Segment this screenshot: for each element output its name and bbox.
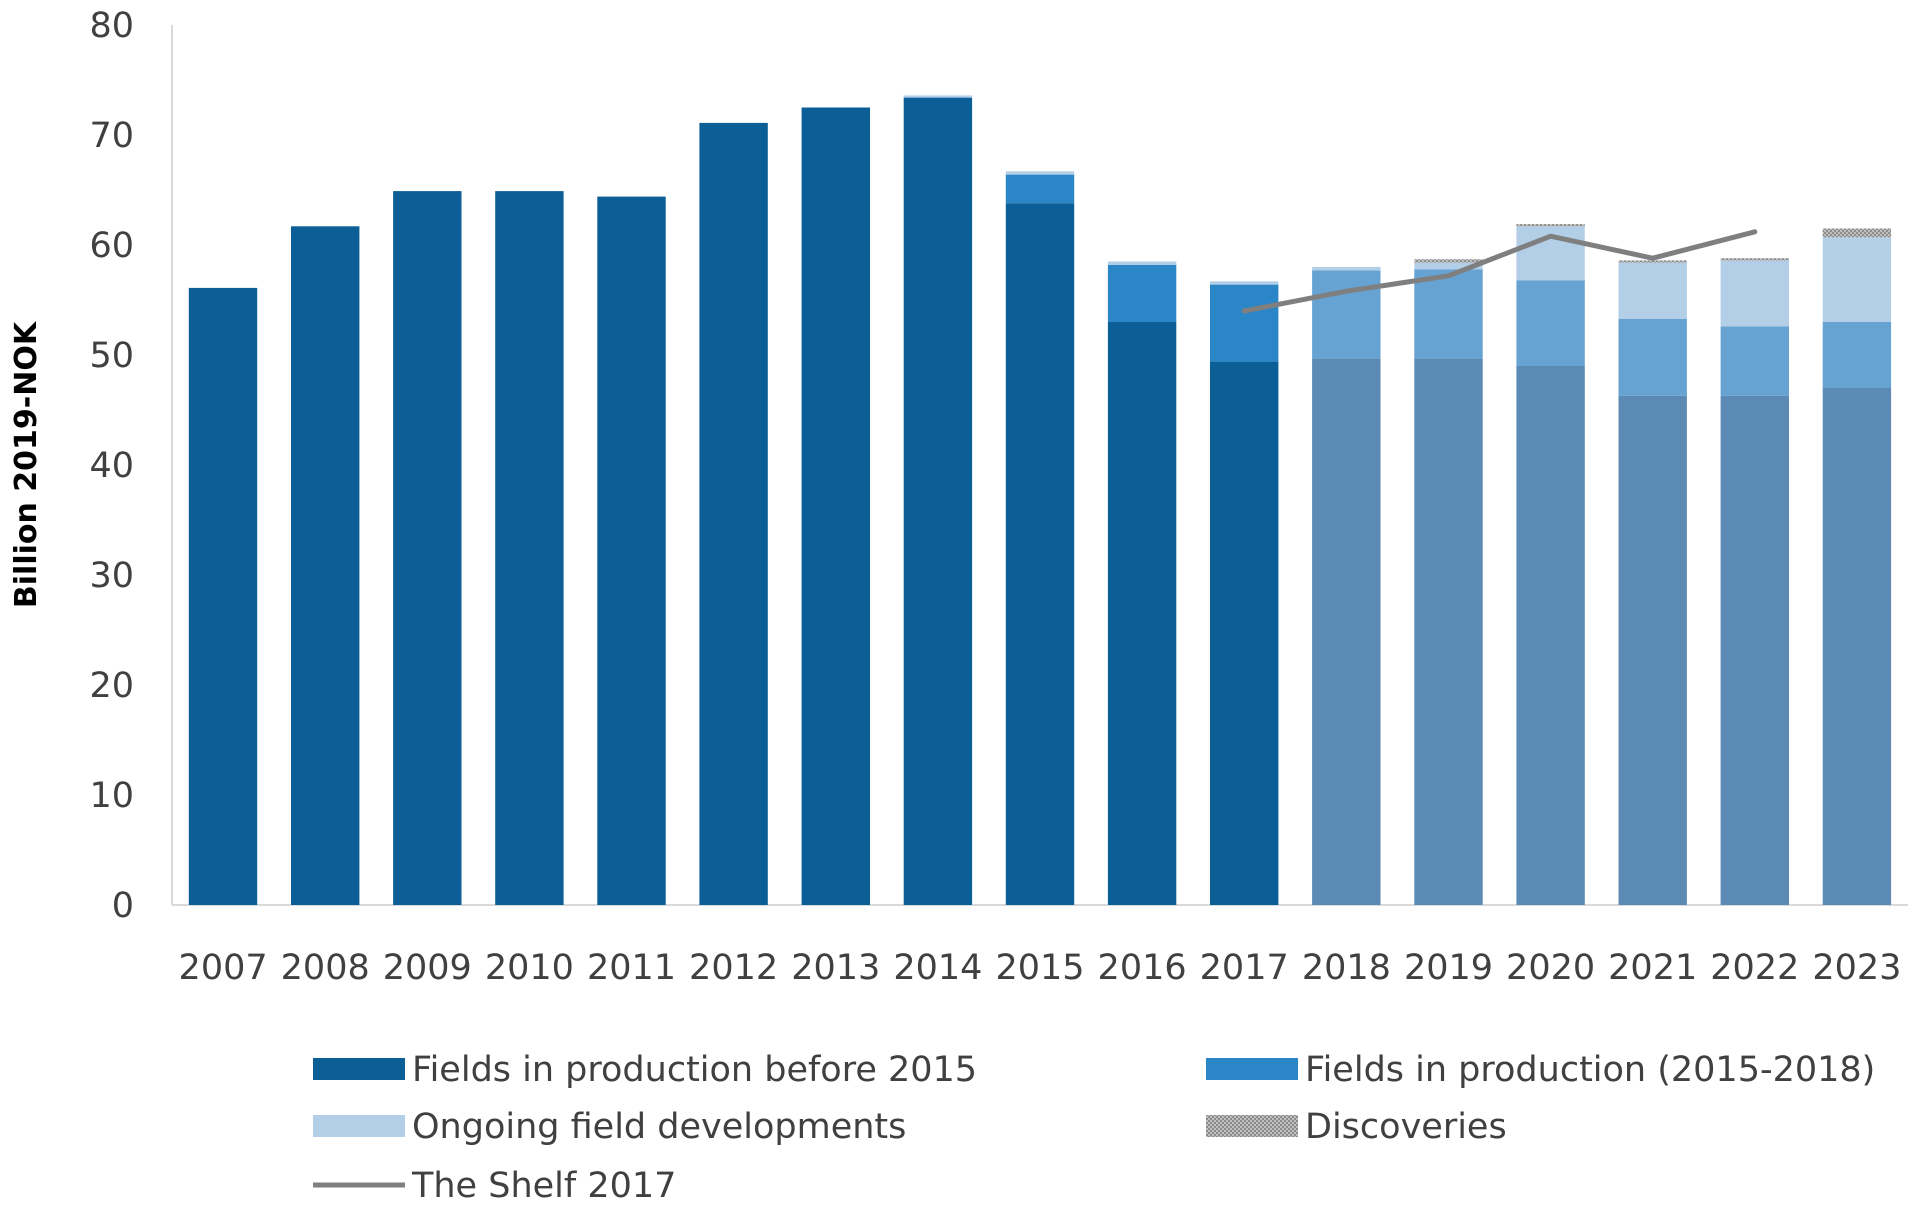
bar-segment xyxy=(1618,395,1687,905)
bar-segment xyxy=(1516,366,1585,905)
legend-item-discoveries: Discoveries xyxy=(1206,1107,1507,1147)
x-tick-label: 2018 xyxy=(1302,948,1391,988)
x-tick-label: 2008 xyxy=(281,948,370,988)
bar-segment xyxy=(291,226,360,906)
bar-segment xyxy=(1822,388,1892,905)
bar-segment xyxy=(1107,261,1177,265)
bar-segment xyxy=(1210,284,1279,362)
bar-segment xyxy=(1516,280,1585,366)
bar-segment xyxy=(1720,395,1789,905)
x-tick-label: 2016 xyxy=(1098,948,1187,988)
bar-segment xyxy=(1720,326,1789,396)
y-tick-label: 20 xyxy=(89,666,134,706)
legend-item-fields-before-2015: Fields in production before 2015 xyxy=(313,1050,977,1090)
y-tick-label: 50 xyxy=(89,336,134,376)
legend: Fields in production before 2015 Fields i… xyxy=(313,1050,1875,1206)
x-tick-label: 2019 xyxy=(1404,948,1493,988)
x-tick-label: 2009 xyxy=(383,948,472,988)
y-tick-label: 0 xyxy=(112,886,134,926)
line-layer xyxy=(1241,229,1758,314)
legend-label: Ongoing field developments xyxy=(412,1107,906,1147)
bar-segment xyxy=(1312,270,1381,359)
bar-segment xyxy=(1005,174,1075,204)
bar-segment xyxy=(1005,171,1075,175)
bar-segment xyxy=(188,287,258,905)
bar-segment xyxy=(801,107,870,905)
bar-segment xyxy=(1414,259,1483,263)
legend-item-ongoing-developments: Ongoing field developments xyxy=(313,1107,906,1147)
legend-swatch xyxy=(313,1115,405,1137)
bar-segment xyxy=(1720,258,1789,261)
bar-segment xyxy=(1720,260,1789,327)
bar-segment xyxy=(597,196,666,906)
x-tick-label: 2014 xyxy=(893,948,982,988)
y-tick-label: 70 xyxy=(89,116,134,156)
y-tick-label: 40 xyxy=(89,446,134,486)
bar-segment xyxy=(1414,269,1483,359)
bar-segment xyxy=(1005,203,1075,905)
bar-segment xyxy=(495,191,564,906)
bar-segment xyxy=(1516,224,1585,227)
bar-segment xyxy=(1107,264,1177,322)
x-tick-label: 2015 xyxy=(995,948,1084,988)
x-tick-labels: 2007 2008 2009 2010 2011 2012 2013 2014 2015 2016… xyxy=(179,948,1902,988)
y-axis-label: Billion 2019-NOK xyxy=(9,320,44,608)
x-tick-label: 2021 xyxy=(1608,948,1697,988)
legend-item-fields-2015-2018: Fields in production (2015-2018) xyxy=(1206,1050,1875,1090)
y-tick-label: 60 xyxy=(89,226,134,266)
bar-segment xyxy=(903,95,973,98)
bar-segment xyxy=(1210,361,1279,906)
x-tick-label: 2011 xyxy=(587,948,676,988)
legend-label: Fields in production before 2015 xyxy=(412,1050,977,1090)
y-tick-label: 30 xyxy=(89,556,134,596)
bar-segment xyxy=(1414,262,1483,270)
bar-segment xyxy=(1210,281,1279,285)
bar-segment xyxy=(1822,237,1892,322)
bar-segment xyxy=(1618,318,1687,396)
bar-segment xyxy=(903,97,973,906)
bars xyxy=(188,95,1892,906)
y-tick-labels: 0 10 20 30 40 50 60 70 80 xyxy=(89,6,134,926)
legend-label: Fields in production (2015-2018) xyxy=(1305,1050,1875,1090)
x-tick-label: 2010 xyxy=(485,948,574,988)
bar-segment xyxy=(699,122,768,905)
bar-segment xyxy=(1107,322,1177,905)
x-tick-label: 2023 xyxy=(1812,948,1901,988)
legend-label: Discoveries xyxy=(1305,1107,1507,1147)
x-tick-label: 2012 xyxy=(689,948,778,988)
shelf-2017-line xyxy=(1241,229,1758,314)
bar-segment xyxy=(1618,260,1687,263)
legend-item-the-shelf-2017: The Shelf 2017 xyxy=(313,1166,676,1206)
y-tick-label: 10 xyxy=(89,776,134,816)
x-tick-label: 2022 xyxy=(1710,948,1799,988)
legend-label: The Shelf 2017 xyxy=(411,1166,676,1206)
bar-segment xyxy=(393,191,462,906)
bar-segment xyxy=(1618,262,1687,319)
legend-swatch xyxy=(313,1058,405,1080)
bar-segment xyxy=(1312,358,1381,905)
x-tick-label: 2020 xyxy=(1506,948,1595,988)
x-tick-label: 2007 xyxy=(179,948,268,988)
x-tick-label: 2017 xyxy=(1200,948,1289,988)
bar-segment xyxy=(1312,267,1381,271)
bar-segment xyxy=(1822,322,1892,388)
x-tick-label: 2013 xyxy=(791,948,880,988)
y-tick-label: 80 xyxy=(89,6,134,46)
bar-segment xyxy=(1822,228,1892,238)
bar-segment xyxy=(1414,358,1483,905)
legend-swatch xyxy=(1206,1115,1298,1137)
legend-swatch xyxy=(1206,1058,1298,1080)
